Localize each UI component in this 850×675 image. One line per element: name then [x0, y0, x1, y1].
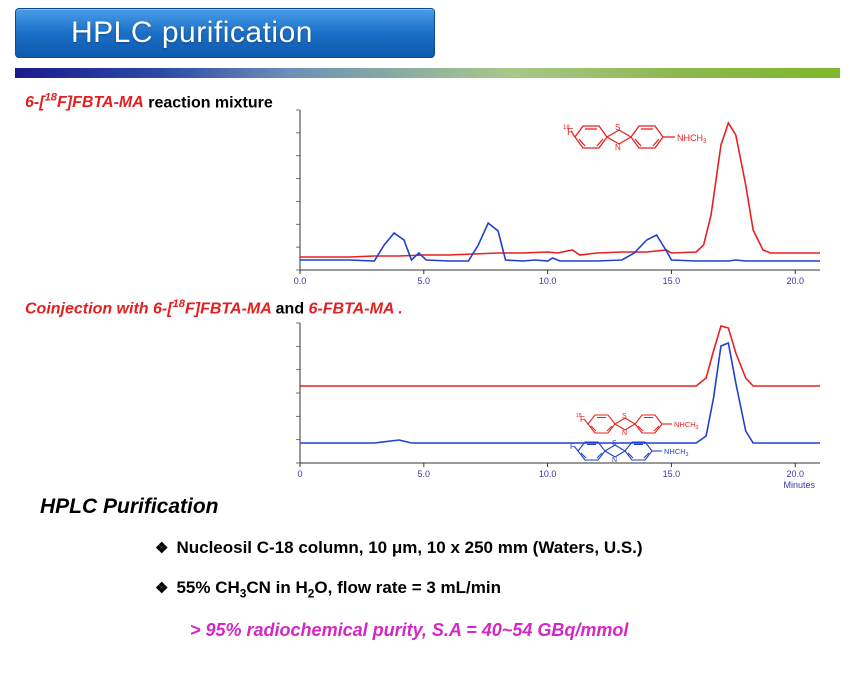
svg-text:N: N	[612, 457, 617, 464]
bullet-2: ❖55% CH3CN in H2O, flow rate = 3 mL/min	[155, 578, 501, 600]
svg-text:10.0: 10.0	[539, 469, 557, 479]
chem-structure-red-1: 18 F S N NHCH3	[555, 117, 730, 157]
svg-text:S: S	[615, 123, 620, 132]
chem-structure-blue-2: F S N NHCH3	[560, 435, 720, 467]
caption-2: Coinjection with 6-[18F]FBTA-MA and 6-FB…	[25, 298, 403, 318]
svg-text:5.0: 5.0	[418, 469, 431, 479]
svg-text:0: 0	[297, 469, 302, 479]
section-heading: HPLC Purification	[40, 495, 219, 519]
svg-text:NHCH3: NHCH3	[674, 420, 699, 431]
title-bar: HPLC purification	[15, 8, 435, 58]
title-text: HPLC purification	[71, 16, 313, 50]
svg-text:N: N	[615, 143, 621, 152]
svg-text:S: S	[622, 413, 627, 420]
svg-text:NHCH3: NHCH3	[664, 447, 689, 458]
chromatogram-1: 0.0 5.0 10.0 15.0 20.0	[270, 105, 830, 290]
caption-1: 6-[18F]FBTA-MA reaction mixture	[25, 92, 273, 112]
chromatogram-2: 0 5.0 10.0 15.0 20.0Minutes	[270, 318, 830, 488]
svg-text:NHCH3: NHCH3	[677, 133, 707, 145]
bullet-marker-icon: ❖	[155, 539, 168, 557]
gradient-divider	[15, 68, 840, 78]
svg-text:15.0: 15.0	[663, 276, 681, 286]
svg-text:20.0: 20.0	[786, 276, 804, 286]
svg-text:S: S	[612, 440, 617, 447]
result-line: > 95% radiochemical purity, S.A = 40~54 …	[190, 620, 628, 641]
svg-text:Minutes: Minutes	[783, 480, 815, 488]
bullet-marker-icon: ❖	[155, 579, 168, 597]
svg-text:15.0: 15.0	[663, 469, 681, 479]
svg-text:10.0: 10.0	[539, 276, 557, 286]
svg-text:0.0: 0.0	[294, 276, 307, 286]
bullet-1: ❖Nucleosil C-18 column, 10 μm, 10 x 250 …	[155, 538, 643, 558]
svg-text:20.0: 20.0	[786, 469, 804, 479]
svg-text:5.0: 5.0	[418, 276, 431, 286]
